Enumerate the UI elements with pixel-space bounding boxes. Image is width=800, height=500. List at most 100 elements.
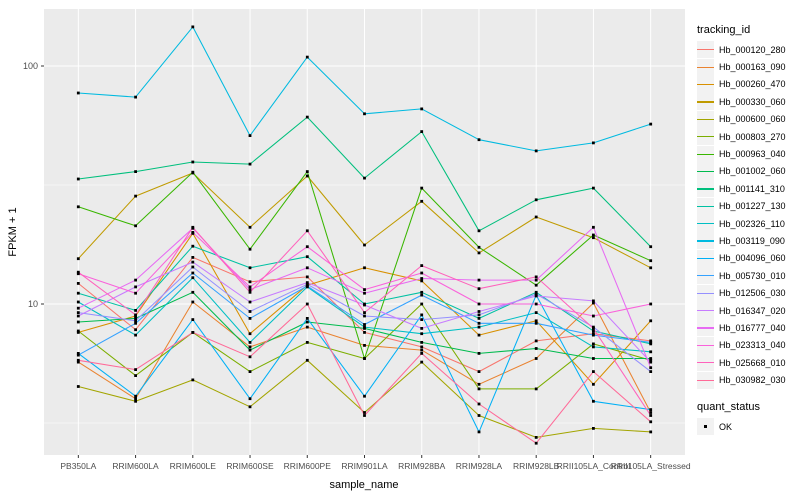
legend-item: Hb_001002_060	[697, 162, 786, 180]
data-point	[76, 329, 80, 333]
data-point	[592, 233, 595, 237]
data-point	[134, 333, 137, 337]
data-point	[134, 394, 137, 398]
legend-item: Hb_000600_060	[697, 110, 786, 128]
data-point	[649, 341, 653, 344]
data-point	[477, 138, 481, 142]
data-point	[305, 341, 309, 344]
data-point	[477, 402, 481, 406]
data-point	[420, 290, 424, 294]
data-point	[191, 276, 195, 280]
legend-item-ok: OK	[697, 418, 786, 435]
data-point	[534, 149, 538, 153]
data-point	[477, 414, 481, 417]
data-point	[477, 382, 481, 386]
legend-label: Hb_000600_060	[719, 114, 786, 125]
data-point	[592, 301, 595, 305]
legend-title: tracking_id	[697, 24, 751, 36]
data-point	[534, 387, 538, 391]
legend-label: OK	[719, 421, 733, 432]
data-point	[649, 342, 653, 346]
data-point	[592, 299, 595, 303]
data-point	[592, 327, 595, 330]
data-point	[191, 160, 195, 164]
data-point	[191, 265, 195, 269]
data-point	[420, 293, 424, 297]
data-point	[420, 302, 424, 306]
quant-status-legend-title: quant_status	[697, 400, 760, 413]
data-point	[534, 215, 538, 219]
data-point	[134, 285, 137, 289]
data-point	[76, 300, 80, 304]
legend-item: Hb_012506_030	[697, 284, 786, 302]
data-point	[534, 275, 538, 279]
data-point	[76, 353, 80, 357]
legend-label: Hb_001002_060	[719, 166, 786, 177]
data-point	[363, 311, 366, 314]
data-point	[649, 350, 653, 354]
data-point	[649, 245, 653, 249]
x-tick-label: RRIM600PE	[283, 461, 331, 471]
data-point	[534, 292, 538, 296]
x-axis-title: sample_name	[329, 479, 399, 491]
data-point	[76, 257, 80, 261]
data-point	[534, 283, 538, 287]
series-color-key-icon	[697, 93, 714, 111]
data-point	[477, 310, 481, 313]
data-point	[420, 360, 424, 364]
data-point	[420, 341, 424, 344]
x-tick-label: RRIM600SE	[226, 461, 274, 471]
data-point	[76, 270, 80, 274]
legend-label: Hb_000963_040	[719, 149, 786, 160]
data-point	[649, 411, 653, 414]
data-point	[649, 366, 653, 370]
data-point	[76, 311, 80, 314]
series-color-key-icon	[697, 180, 714, 198]
data-point	[477, 352, 481, 355]
legend-item: Hb_016777_040	[697, 319, 786, 337]
data-point	[134, 278, 137, 282]
data-point	[363, 357, 366, 360]
data-point	[363, 288, 366, 291]
data-point	[477, 251, 481, 255]
legend-item: Hb_004096_060	[697, 249, 786, 267]
data-point	[534, 290, 538, 294]
series-color-key-icon	[697, 41, 714, 59]
legend-label: Hb_001227_130	[719, 201, 786, 212]
data-point	[649, 358, 653, 362]
data-point	[420, 327, 424, 330]
legend-item: Hb_002326_110	[697, 215, 786, 233]
legend-label: Hb_004096_060	[719, 253, 786, 264]
data-point	[134, 224, 137, 228]
series-color-key-icon	[697, 75, 714, 93]
data-point	[305, 255, 309, 259]
series-color-key-icon	[697, 110, 714, 128]
data-point	[649, 259, 653, 263]
data-point	[134, 374, 137, 377]
data-point	[305, 115, 309, 119]
x-tick-label: RRIM928BA	[398, 461, 446, 471]
series-color-key-icon	[697, 284, 714, 302]
data-point	[134, 397, 137, 401]
data-point	[420, 107, 424, 111]
data-point	[420, 199, 424, 203]
x-tick-label: RRIM928LA	[455, 461, 503, 471]
data-point	[191, 231, 195, 234]
ok-point-icon	[697, 418, 714, 435]
data-point	[76, 314, 80, 318]
data-point	[248, 405, 252, 409]
data-point	[592, 399, 595, 403]
data-point	[248, 310, 252, 313]
data-point	[248, 300, 252, 304]
data-point	[248, 348, 252, 352]
data-point	[248, 162, 252, 166]
data-point	[649, 357, 653, 360]
legend-label: Hb_012506_030	[719, 288, 786, 299]
data-point	[363, 344, 366, 347]
data-point	[649, 370, 653, 373]
data-point	[305, 302, 309, 306]
data-point	[649, 430, 653, 434]
data-point	[534, 357, 538, 360]
legend-label: Hb_000120_280	[719, 44, 786, 55]
legend-item: Hb_000163_090	[697, 58, 786, 76]
